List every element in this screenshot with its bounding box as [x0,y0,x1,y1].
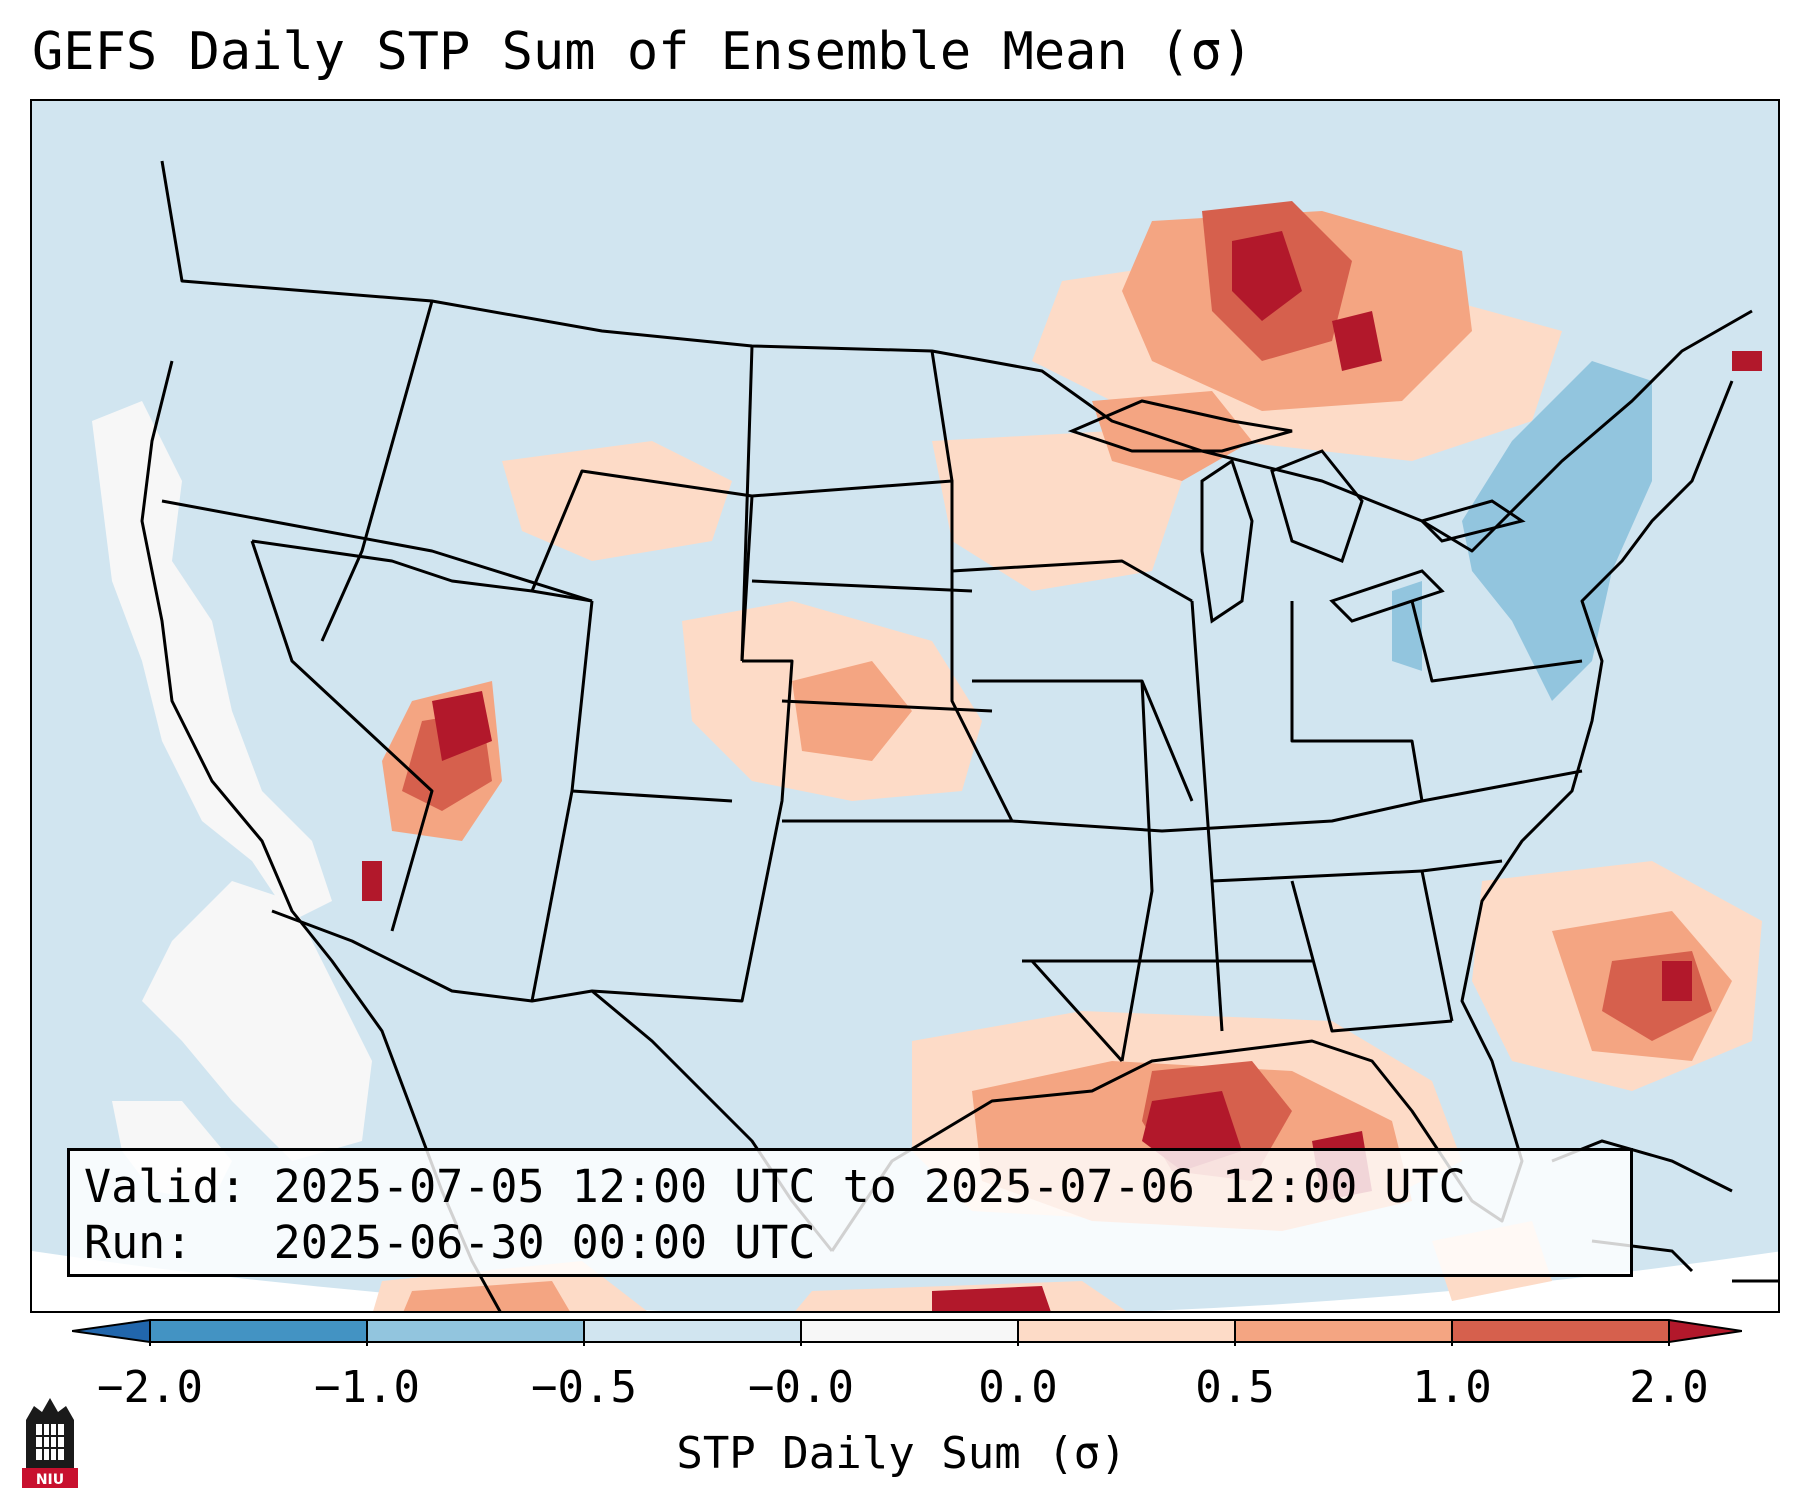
niu-logo: NIU [22,1398,78,1488]
colorbar-segment-2 [584,1320,801,1342]
colorbar-segment-6 [1452,1320,1669,1342]
political-boundaries [140,160,1753,1311]
valid-line: Valid: 2025-07-05 12:00 UTC to 2025-07-0… [84,1160,1466,1213]
colorbar [72,1319,1742,1346]
info-box: Valid: 2025-07-05 12:00 UTC to 2025-07-0… [67,1148,1633,1277]
colorbar-segment-0 [150,1320,367,1342]
colorbar-tick-label: 0.0 [978,1362,1058,1413]
colorbar-tick-label: 2.0 [1629,1362,1709,1413]
colorbar-tick-label: −0.0 [748,1362,854,1413]
chart-title: GEFS Daily STP Sum of Ensemble Mean (σ) [32,22,1253,82]
colorbar-tick-label: −2.0 [97,1362,203,1413]
map-svg [32,160,1778,1311]
colorbar-segment-1 [367,1320,584,1342]
logo-text: NIU [36,1472,64,1488]
colorbar-segment-3 [801,1320,1018,1342]
colorbar-segment-5 [1235,1320,1452,1342]
colorbar-tick-label: 1.0 [1412,1362,1492,1413]
run-line: Run: 2025-06-30 00:00 UTC [84,1216,816,1269]
colorbar-tick-label: −0.5 [531,1362,637,1413]
colorbar-extend-max [1669,1320,1742,1342]
great-lakes [1067,399,1526,624]
pacific-near-zero-patches [92,401,372,1201]
colorbar-label: STP Daily Sum (σ) [676,1428,1127,1479]
colorbar-extend-min [72,1320,150,1342]
negative-patches [1392,361,1652,701]
map-panel [30,99,1780,1313]
projection-edge-bottom [32,1251,1778,1311]
colorbar-segment-4 [1018,1320,1235,1342]
colorbar-tick-label: −1.0 [314,1362,420,1413]
colorbar-tick-label: 0.5 [1195,1362,1275,1413]
